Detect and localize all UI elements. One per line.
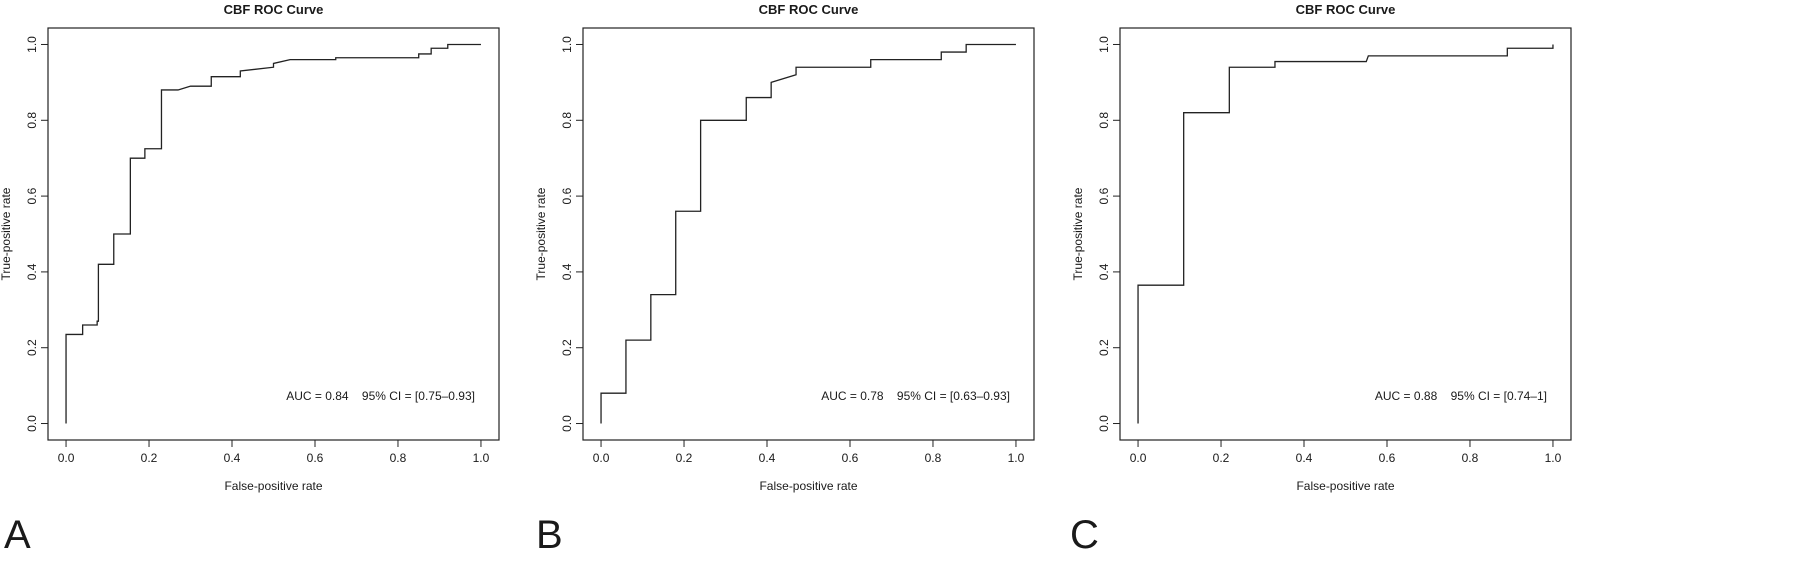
y-tick-label: 0.0 <box>25 415 39 432</box>
y-tick-label: 0.0 <box>1097 415 1111 432</box>
x-tick-label: 1.0 <box>1008 451 1025 465</box>
roc-panel-b: CBF ROC Curve 0.0 0.2 0.4 0.6 0.8 1.0 0.0 0.2 0.4… <box>534 2 1035 557</box>
roc-curve-line <box>1137 44 1554 424</box>
y-tick-label: 0.0 <box>560 415 574 432</box>
y-axis-label: True-positive rate <box>534 187 548 280</box>
y-tick-label: 0.8 <box>25 112 39 129</box>
panel-letter: C <box>1070 513 1099 557</box>
plot-frame <box>582 27 1035 441</box>
y-axis-label: True-positive rate <box>0 187 13 280</box>
y-tick-label: 0.2 <box>25 339 39 356</box>
x-tick-label: 0.0 <box>58 451 75 465</box>
plot-frame <box>1119 27 1572 441</box>
roc-curve-line <box>600 43 1016 424</box>
x-axis-label: False-positive rate <box>1296 479 1394 493</box>
y-tick-label: 0.4 <box>25 263 39 280</box>
y-tick-label: 0.4 <box>560 263 574 280</box>
x-tick-label: 0.8 <box>390 451 407 465</box>
auc-annotation: AUC = 0.78 95% CI = [0.63–0.93] <box>821 389 1010 403</box>
x-tick-label: 0.0 <box>1130 451 1147 465</box>
panel-letter: B <box>536 513 563 557</box>
x-tick-label: 1.0 <box>1545 451 1562 465</box>
x-tick-label: 0.0 <box>593 451 610 465</box>
x-tick-label: 0.4 <box>224 451 241 465</box>
y-tick-label: 0.6 <box>1097 187 1111 204</box>
x-axis-label: False-positive rate <box>224 479 322 493</box>
chart-title: CBF ROC Curve <box>1296 2 1396 17</box>
y-tick-label: 0.4 <box>1097 263 1111 280</box>
x-tick-label: 0.8 <box>925 451 942 465</box>
y-tick-label: 0.2 <box>1097 339 1111 356</box>
x-tick-label: 0.6 <box>307 451 324 465</box>
x-tick-label: 0.2 <box>1213 451 1230 465</box>
auc-annotation: AUC = 0.88 95% CI = [0.74–1] <box>1375 389 1547 403</box>
y-tick-label: 1.0 <box>25 36 39 53</box>
x-tick-label: 0.6 <box>1379 451 1396 465</box>
y-tick-label: 0.8 <box>1097 112 1111 129</box>
plot-frame <box>47 27 500 441</box>
x-tick-label: 0.2 <box>676 451 693 465</box>
y-tick-label: 0.8 <box>560 112 574 129</box>
roc-panel-a: CBF ROC Curve 0.0 0.2 0.4 0.6 0.8 1.0 0.0 0.2 0.4… <box>0 2 500 557</box>
x-tick-label: 0.6 <box>842 451 859 465</box>
x-tick-label: 0.8 <box>1462 451 1479 465</box>
roc-curve-line <box>65 43 481 424</box>
chart-title: CBF ROC Curve <box>224 2 324 17</box>
y-tick-label: 0.2 <box>560 339 574 356</box>
x-axis-label: False-positive rate <box>759 479 857 493</box>
y-tick-label: 1.0 <box>1097 36 1111 53</box>
roc-panel-c: CBF ROC Curve 0.0 0.2 0.4 0.6 0.8 1.0 0.0 0.2 0.4… <box>1070 2 1572 557</box>
x-tick-label: 0.4 <box>1296 451 1313 465</box>
y-tick-label: 0.6 <box>560 187 574 204</box>
auc-annotation: AUC = 0.84 95% CI = [0.75–0.93] <box>286 389 475 403</box>
x-tick-label: 0.2 <box>141 451 158 465</box>
y-tick-label: 1.0 <box>560 36 574 53</box>
y-axis-label: True-positive rate <box>1071 187 1085 280</box>
chart-title: CBF ROC Curve <box>759 2 859 17</box>
panel-letter: A <box>4 513 31 557</box>
x-tick-label: 1.0 <box>473 451 490 465</box>
x-tick-label: 0.4 <box>759 451 776 465</box>
y-tick-label: 0.6 <box>25 187 39 204</box>
